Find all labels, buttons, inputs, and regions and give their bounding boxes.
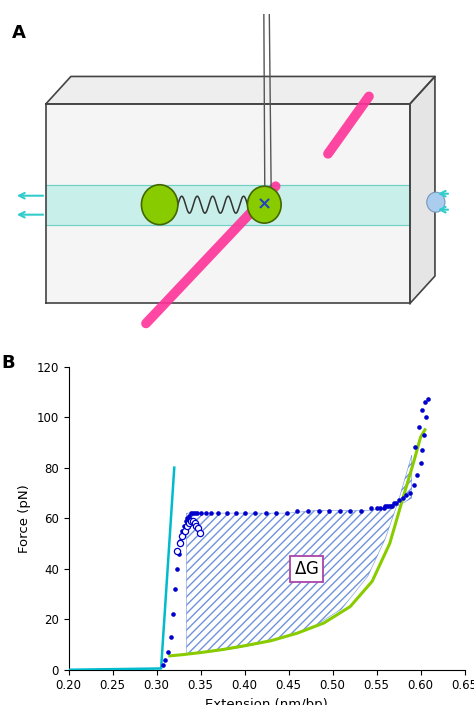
Point xyxy=(421,396,428,407)
Point xyxy=(415,422,423,433)
Point xyxy=(178,525,186,537)
Point xyxy=(396,495,403,506)
Point xyxy=(387,500,394,511)
Point xyxy=(191,517,198,529)
X-axis label: Extension (nm/bp): Extension (nm/bp) xyxy=(205,698,328,705)
Text: $\Delta$G: $\Delta$G xyxy=(294,560,319,577)
Point xyxy=(417,457,424,468)
Point xyxy=(419,404,426,415)
Point xyxy=(410,479,417,491)
Point xyxy=(185,510,193,521)
Point xyxy=(367,503,375,514)
Point xyxy=(382,500,389,511)
Point xyxy=(172,583,179,594)
Point xyxy=(191,508,198,519)
Polygon shape xyxy=(46,76,435,104)
Point xyxy=(202,508,210,519)
Point xyxy=(419,444,426,455)
Point xyxy=(159,659,167,670)
Circle shape xyxy=(247,186,281,223)
Text: ×: × xyxy=(257,196,272,214)
Point xyxy=(380,503,387,514)
Point xyxy=(262,508,270,519)
Point xyxy=(357,505,365,516)
Point xyxy=(173,563,181,575)
Point xyxy=(187,515,195,527)
Point xyxy=(406,487,414,498)
Text: B: B xyxy=(1,355,15,372)
Point xyxy=(403,490,410,501)
Point xyxy=(175,548,182,559)
Point xyxy=(183,520,191,532)
Point xyxy=(385,500,392,511)
Point xyxy=(183,513,191,524)
Point xyxy=(424,394,431,405)
Point xyxy=(389,500,396,511)
Point xyxy=(336,505,344,516)
Point xyxy=(193,508,201,519)
Point xyxy=(178,530,186,541)
Text: A: A xyxy=(12,24,26,42)
Polygon shape xyxy=(46,104,410,303)
Point xyxy=(177,535,184,546)
Point xyxy=(180,520,188,532)
Point xyxy=(167,631,174,642)
Point xyxy=(411,442,419,453)
Point xyxy=(214,508,222,519)
Point xyxy=(197,508,204,519)
Point xyxy=(162,654,169,666)
Circle shape xyxy=(141,185,178,225)
Point xyxy=(325,505,333,516)
Point xyxy=(176,538,183,549)
Point xyxy=(189,515,197,527)
Point xyxy=(422,412,429,423)
Point xyxy=(346,505,354,516)
Polygon shape xyxy=(410,76,435,303)
Point xyxy=(164,646,172,658)
Point xyxy=(192,520,200,532)
Point xyxy=(304,505,312,516)
Point xyxy=(208,508,215,519)
Point xyxy=(399,492,407,503)
Point xyxy=(293,505,301,516)
Point xyxy=(392,498,400,509)
Point xyxy=(391,498,398,509)
Point xyxy=(232,508,240,519)
Point xyxy=(315,505,322,516)
Point xyxy=(273,508,280,519)
Point xyxy=(383,500,391,511)
Point xyxy=(173,546,181,557)
Point xyxy=(413,470,421,481)
Point xyxy=(194,522,202,534)
Point xyxy=(420,429,428,441)
Point xyxy=(196,527,203,539)
Point xyxy=(376,503,384,514)
Point xyxy=(170,608,177,620)
Point xyxy=(283,508,291,519)
Point xyxy=(223,508,231,519)
Point xyxy=(241,508,248,519)
Point xyxy=(251,508,259,519)
Point xyxy=(185,517,193,529)
Point xyxy=(182,515,190,527)
Point xyxy=(373,503,380,514)
Y-axis label: Force (pN): Force (pN) xyxy=(18,484,31,553)
Point xyxy=(189,508,197,519)
Point xyxy=(187,508,195,519)
Point xyxy=(181,525,189,537)
Circle shape xyxy=(427,192,445,212)
